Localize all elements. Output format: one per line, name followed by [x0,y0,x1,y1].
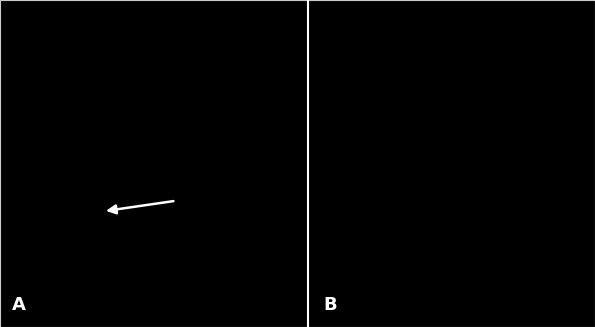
Text: B: B [323,296,337,314]
Text: A: A [12,296,26,314]
